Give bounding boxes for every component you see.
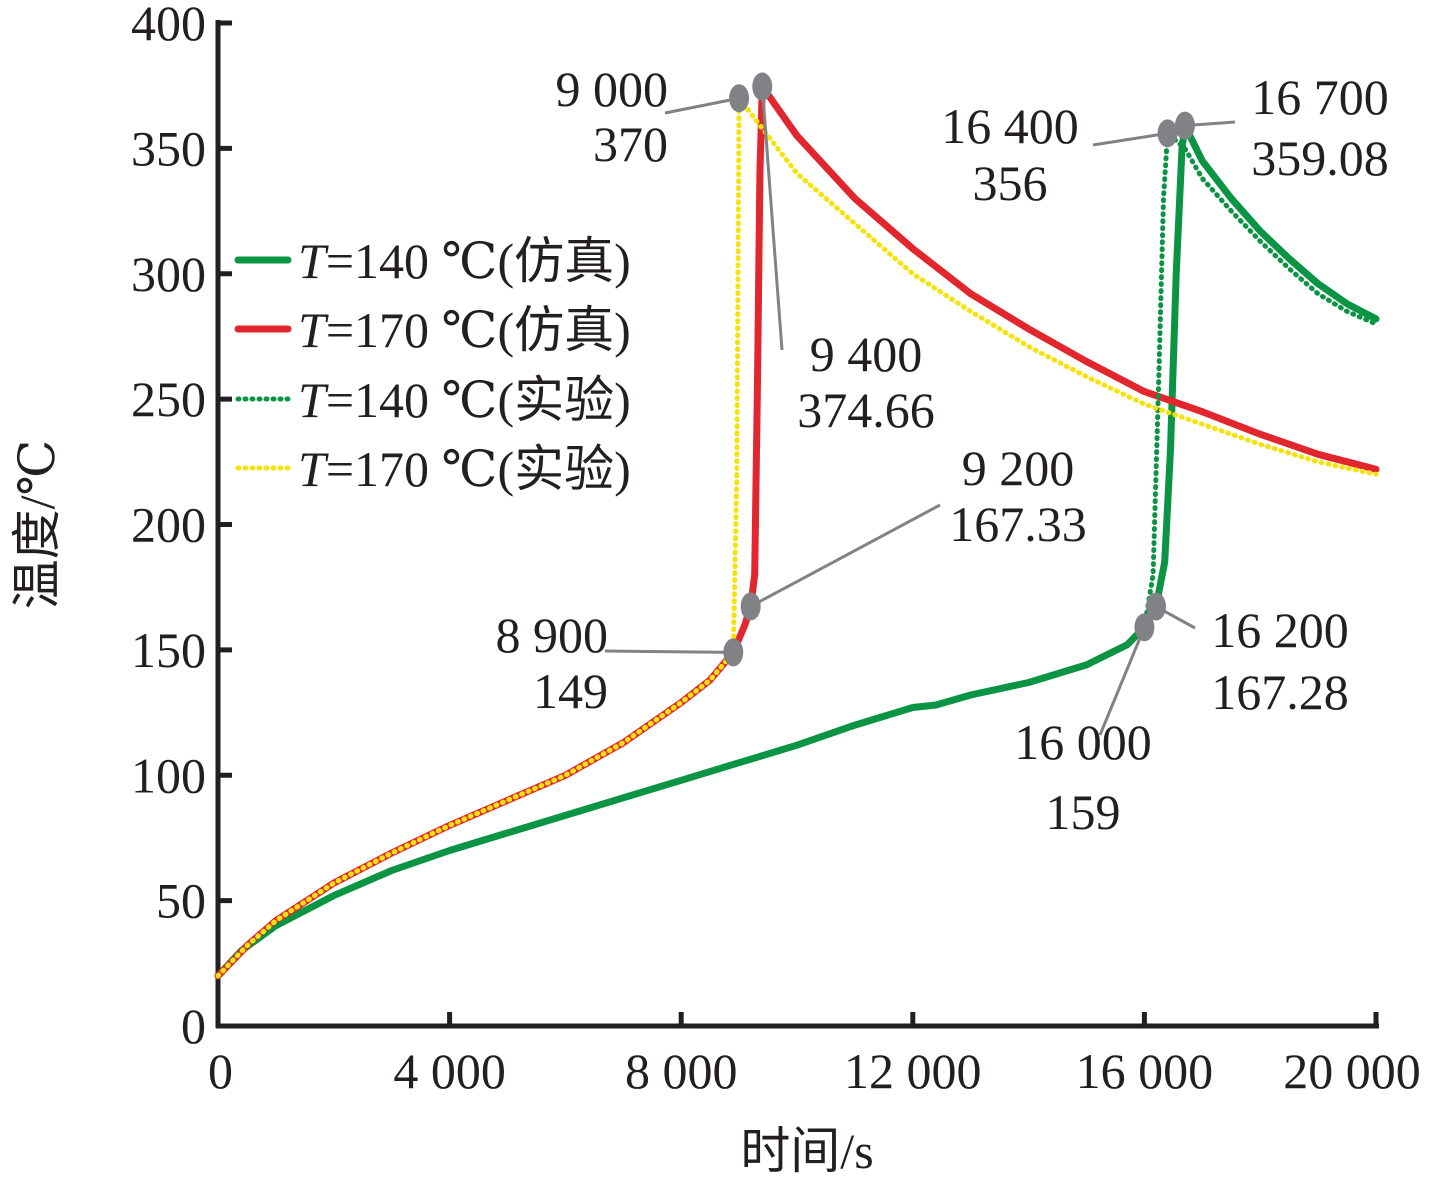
annotation-marker bbox=[740, 592, 761, 621]
y-tick-label: 250 bbox=[131, 371, 206, 427]
annotation-temp-label: 149 bbox=[533, 663, 608, 719]
x-tick-label: 20 000 bbox=[1283, 1043, 1421, 1099]
y-axis-title: 温度/℃ bbox=[9, 440, 65, 610]
legend: T=140 ℃(仿真) T=170 ℃(仿真) T=140 ℃(实验) T=170 ℃… bbox=[234, 233, 631, 497]
x-axis-title: 时间/s bbox=[740, 1123, 873, 1179]
annotation-marker bbox=[1134, 613, 1155, 642]
annotation-temp-label: 356 bbox=[973, 155, 1048, 211]
y-tick-label: 0 bbox=[181, 998, 206, 1054]
x-tick-label: 12 000 bbox=[844, 1043, 982, 1099]
x-tick-label: 4 000 bbox=[393, 1043, 506, 1099]
x-tick-label: 16 000 bbox=[1076, 1043, 1214, 1099]
y-tick-label: 150 bbox=[131, 622, 206, 678]
legend-label-4: T=170 ℃(实验) bbox=[298, 441, 631, 497]
y-tick-label: 400 bbox=[131, 0, 206, 51]
legend-label-1: T=140 ℃(仿真) bbox=[298, 233, 631, 289]
annotation-leader bbox=[1092, 131, 1168, 147]
annotation-marker bbox=[729, 84, 750, 113]
annotation-temp-label: 370 bbox=[593, 116, 668, 172]
x-tick-label: 0 bbox=[208, 1043, 233, 1099]
series-line-3 bbox=[215, 130, 1379, 979]
annotation-marker bbox=[723, 638, 744, 667]
y-tick-label: 100 bbox=[131, 747, 206, 803]
annotation-temp-label: 374.66 bbox=[797, 382, 935, 438]
annotation-time-label: 9 400 bbox=[810, 326, 923, 382]
annotation-marker bbox=[752, 72, 773, 101]
y-ticks: 0 50 100 150 200 250 300 350 400 bbox=[131, 0, 232, 1054]
axes: 0 50 100 150 200 250 300 350 400 0 4 000 8 000 12 0… bbox=[131, 0, 1421, 1099]
annotation-temp-label: 167.28 bbox=[1211, 664, 1349, 720]
annotation-time-label: 16 400 bbox=[941, 98, 1079, 154]
annotation-marker bbox=[1157, 119, 1178, 148]
y-tick-label: 350 bbox=[131, 120, 206, 176]
series-line-4 bbox=[215, 95, 1379, 979]
annotation-temp-label: 159 bbox=[1046, 784, 1121, 840]
y-tick-label: 50 bbox=[156, 873, 206, 929]
annotation-leader bbox=[1098, 626, 1146, 736]
annotation-marker bbox=[1174, 111, 1195, 140]
legend-label-2: T=170 ℃(仿真) bbox=[298, 302, 631, 358]
annotation-time-label: 16 200 bbox=[1211, 602, 1349, 658]
annotation-leader bbox=[664, 96, 740, 115]
y-tick-label: 300 bbox=[131, 246, 206, 302]
annotation-marker bbox=[1145, 592, 1166, 621]
annotation-time-label: 16 000 bbox=[1014, 714, 1152, 770]
annotation-leader bbox=[749, 503, 941, 608]
x-tick-label: 8 000 bbox=[625, 1043, 738, 1099]
annotation-time-label: 9 000 bbox=[556, 61, 669, 117]
annotation-temp-label: 167.33 bbox=[949, 496, 1087, 552]
y-tick-label: 200 bbox=[131, 497, 206, 553]
x-ticks: 0 4 000 8 000 12 000 16 000 20 000 bbox=[208, 1012, 1421, 1099]
annotation-leader bbox=[760, 86, 784, 351]
annotation-leader bbox=[604, 649, 734, 654]
series-layer bbox=[214, 83, 1380, 980]
annotation-time-label: 8 900 bbox=[496, 607, 609, 663]
legend-label-3: T=140 ℃(实验) bbox=[298, 372, 631, 428]
series-line-2 bbox=[214, 83, 1380, 980]
annotation-time-label: 16 700 bbox=[1251, 69, 1389, 125]
annotation-temp-label: 359.08 bbox=[1251, 130, 1389, 186]
annotation-time-label: 9 200 bbox=[962, 440, 1075, 496]
